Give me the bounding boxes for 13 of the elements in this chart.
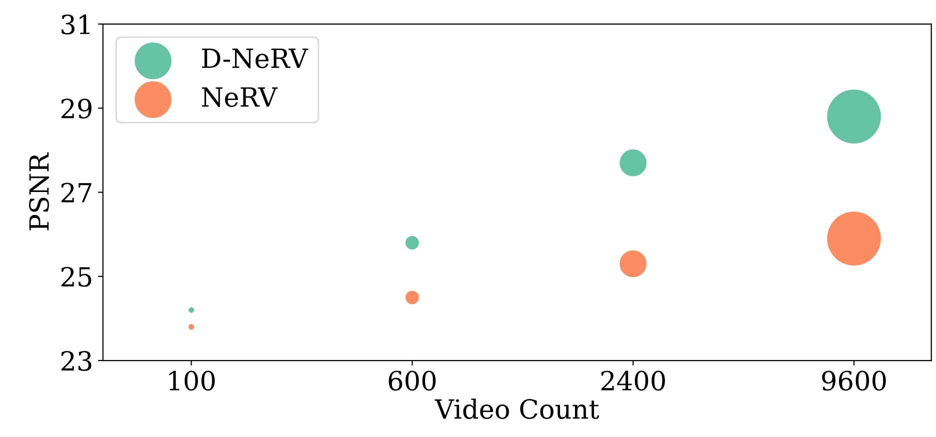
x-tick-label: 2400 [601,370,665,391]
y-tick-label: 29 [61,98,92,119]
legend-label: D-NeRV [202,48,308,68]
legend-label: NeRV [202,87,278,107]
x-axis-title: Video Count [434,398,600,419]
y-tick-label: 25 [61,266,92,287]
x-tick-label: 600 [388,370,436,391]
y-axis-title: PSNR [29,152,49,230]
x-tick-label: 100 [169,370,215,391]
y-tick-label: 23 [61,350,92,371]
y-tick-label: 27 [61,182,92,202]
y-tick-label: 31 [62,14,90,34]
x-tick-label: 9600 [822,370,886,391]
